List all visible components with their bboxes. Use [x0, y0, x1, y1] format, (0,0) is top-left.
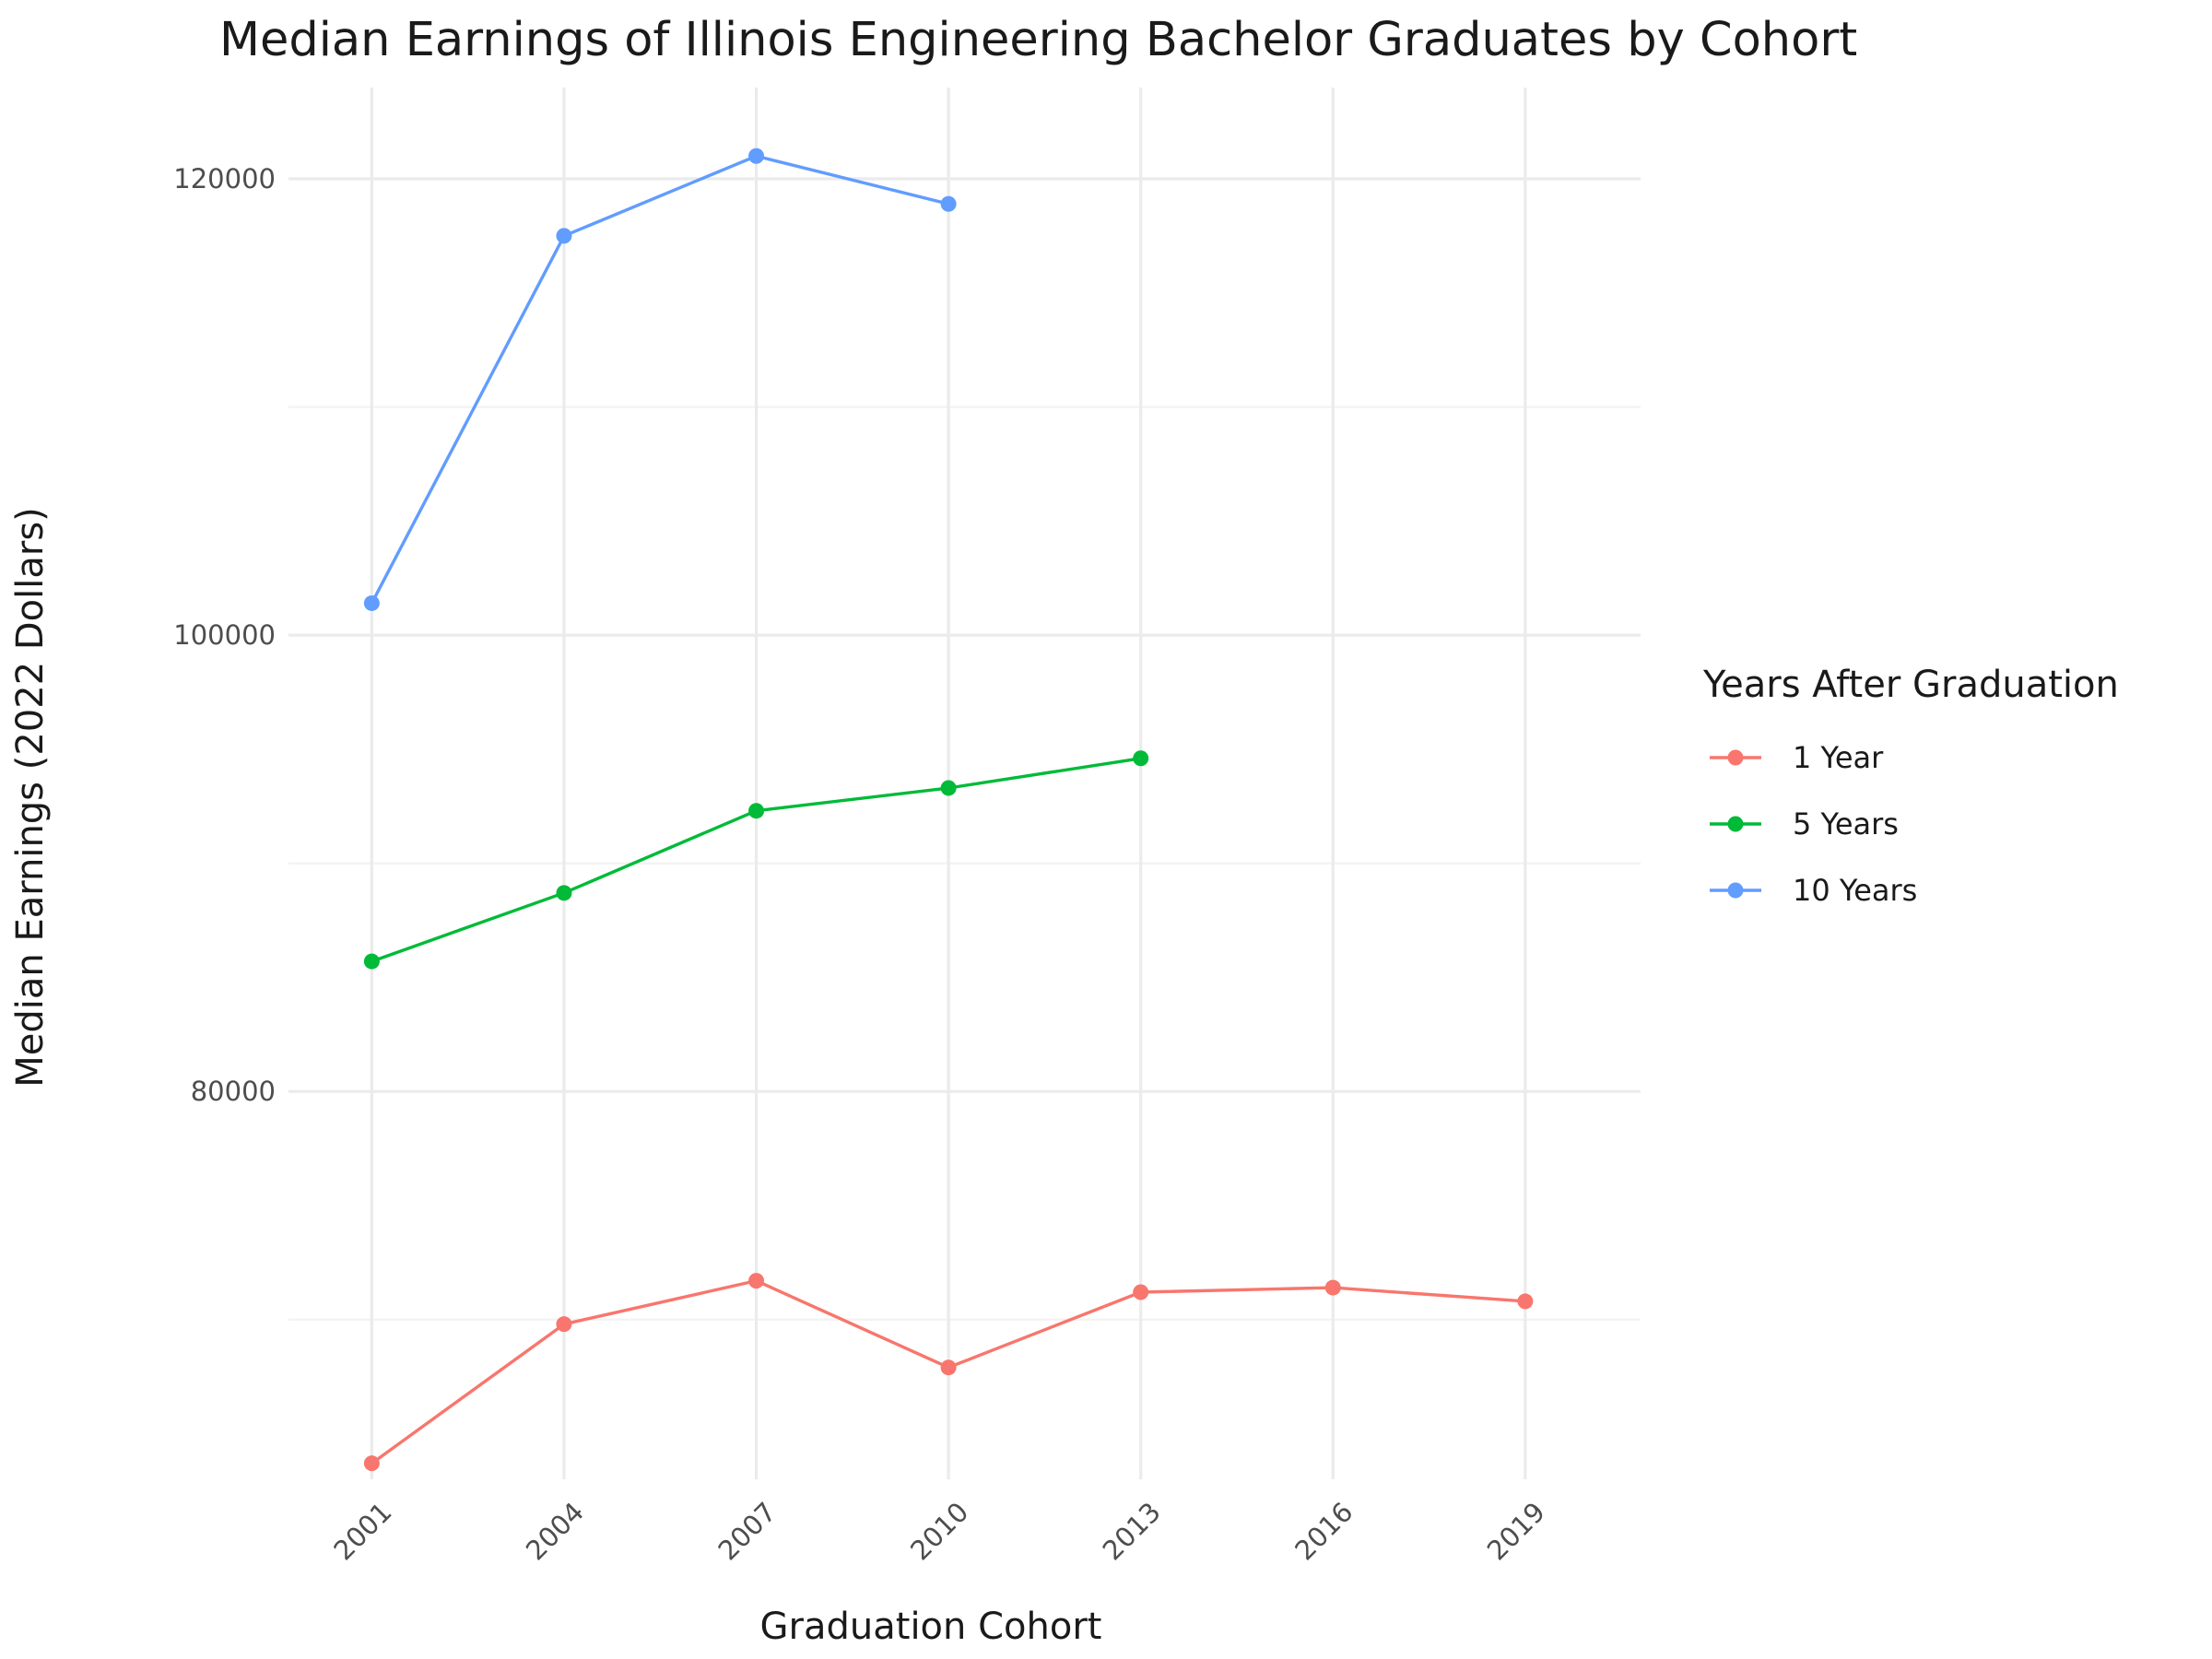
data-point	[748, 803, 765, 819]
data-point	[556, 885, 572, 901]
series-1	[363, 750, 1149, 970]
y-axis-title: Median Earnings (2022 Dollars)	[9, 507, 52, 1088]
x-tick-label: 2007	[712, 1496, 782, 1566]
series-0	[363, 1273, 1534, 1472]
x-tick-label: 2004	[520, 1496, 590, 1566]
plot-series	[363, 147, 1534, 1472]
data-point	[556, 228, 572, 244]
y-tick-label: 120000	[173, 163, 276, 194]
x-tick-label: 2019	[1481, 1496, 1551, 1566]
data-point	[363, 594, 380, 611]
x-tick-label: 2010	[904, 1496, 974, 1566]
legend-label: 5 Years	[1793, 806, 1899, 841]
data-point	[940, 780, 957, 796]
x-axis-ticks: 2001 2004 2007 2010 2013 2016 2019	[327, 1496, 1551, 1566]
legend-items: 1 Year 5 Years 10 Years	[1710, 740, 1917, 908]
data-point	[363, 953, 380, 970]
data-point	[363, 1455, 380, 1472]
grid-lines	[288, 88, 1641, 1479]
x-tick-label: 2001	[327, 1496, 397, 1566]
legend-point-swatch	[1727, 749, 1744, 766]
y-axis-ticks: 80000 100000 120000	[173, 163, 276, 1107]
chart-title: Median Earnings of Illinois Engineering …	[219, 13, 1857, 67]
legend: Years After Graduation 1 Year 5 Years 10 Y…	[1702, 664, 2119, 908]
data-point	[1324, 1279, 1341, 1296]
y-tick-label: 100000	[173, 619, 276, 651]
legend-label: 10 Years	[1793, 873, 1917, 908]
y-tick-label: 80000	[191, 1076, 276, 1107]
legend-point-swatch	[1727, 882, 1744, 899]
x-axis-title: Graduation Cohort	[760, 1606, 1102, 1648]
data-point	[940, 1359, 957, 1376]
data-point	[1517, 1293, 1534, 1310]
data-point	[940, 195, 957, 212]
data-point	[1133, 750, 1149, 767]
series-2	[363, 147, 957, 611]
legend-item: 5 Years	[1710, 806, 1899, 841]
legend-item: 10 Years	[1710, 873, 1917, 908]
series-line	[370, 154, 949, 605]
data-point	[556, 1316, 572, 1333]
legend-point-swatch	[1727, 816, 1744, 832]
legend-label: 1 Year	[1793, 740, 1884, 775]
data-point	[748, 147, 765, 164]
legend-item: 1 Year	[1710, 740, 1884, 775]
x-tick-label: 2016	[1288, 1496, 1359, 1566]
data-point	[748, 1273, 765, 1289]
legend-title: Years After Graduation	[1702, 664, 2119, 706]
x-tick-label: 2013	[1097, 1496, 1167, 1566]
data-point	[1133, 1284, 1149, 1300]
